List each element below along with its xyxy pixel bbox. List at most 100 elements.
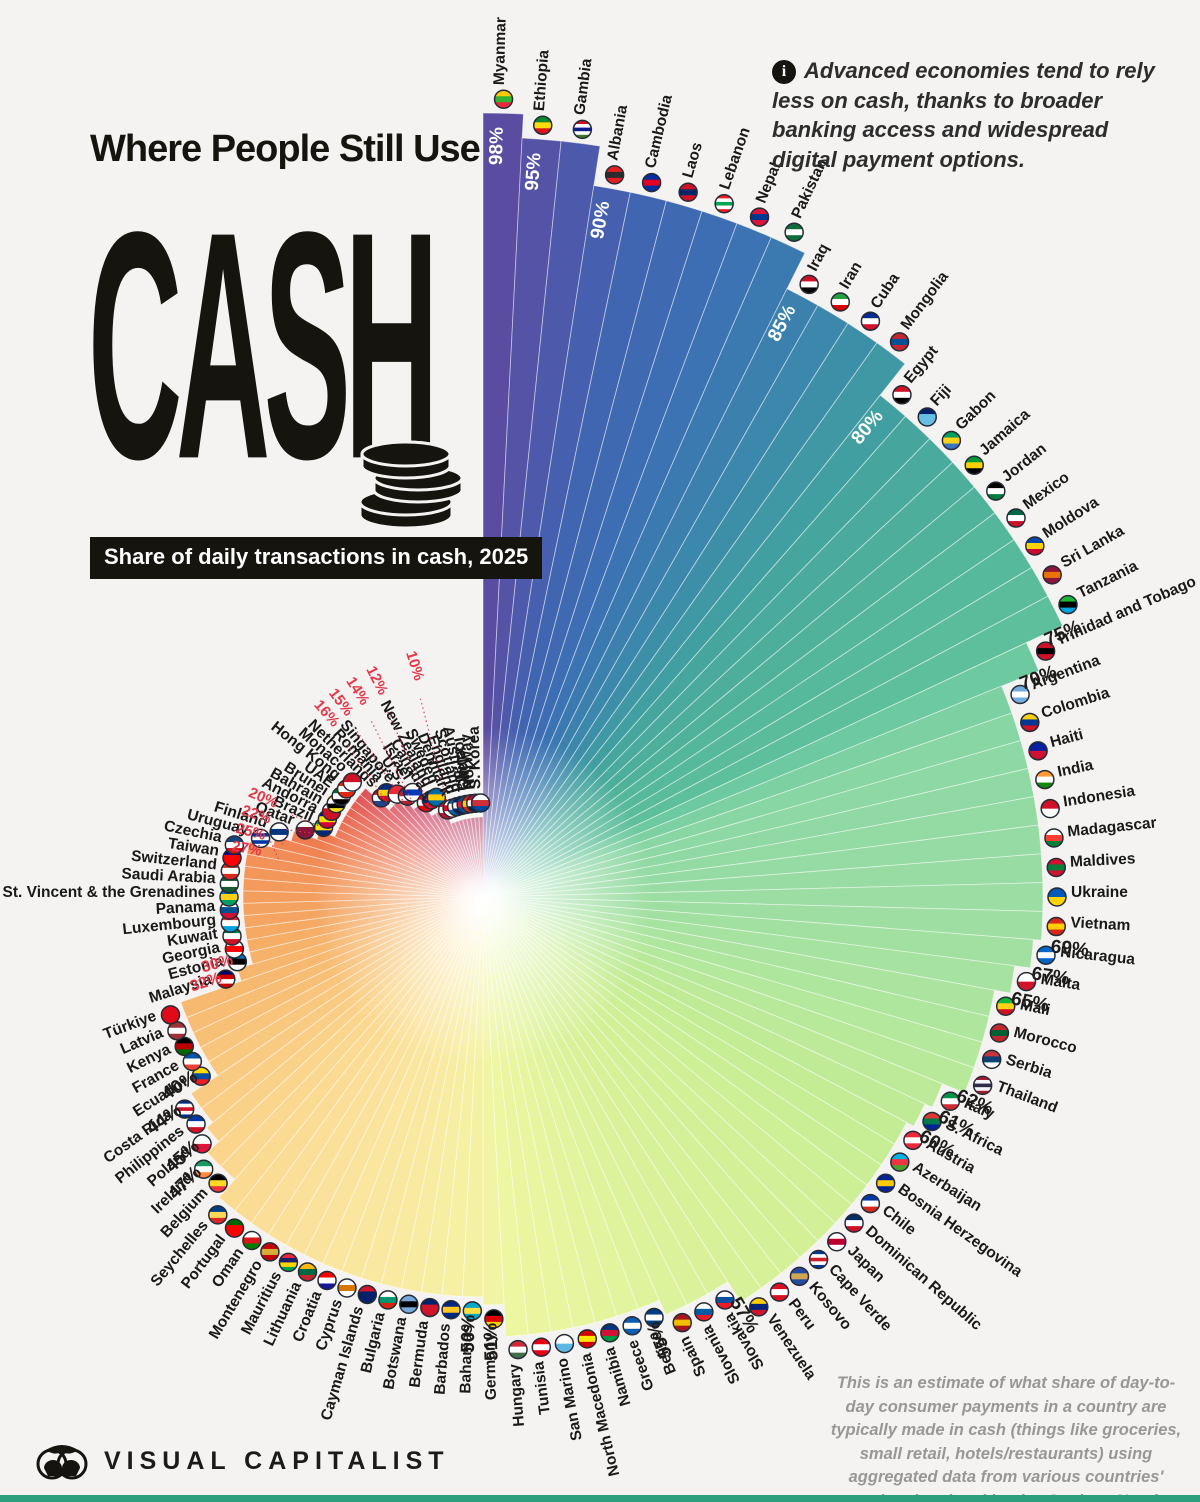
flag-ring <box>784 222 804 242</box>
value-label-dark: 69% <box>1050 936 1090 961</box>
country-label: St. Vincent & the Grenadines <box>3 884 215 901</box>
flag-icon <box>494 90 513 109</box>
flag-icon <box>260 1242 279 1261</box>
flag-icon <box>194 1160 213 1179</box>
country-label: Barbados <box>431 1323 453 1396</box>
flag-icon <box>161 1005 180 1024</box>
country-label: Colombia <box>1039 684 1112 722</box>
flag-icon <box>831 293 850 312</box>
flag-ring <box>508 1339 528 1360</box>
flag-ring <box>484 1309 504 1329</box>
flag-ring <box>399 1294 419 1315</box>
country-label: Maldives <box>1070 850 1136 870</box>
flag-icon <box>1036 642 1055 661</box>
flag-icon <box>903 1131 922 1150</box>
flag-ring <box>297 1262 318 1282</box>
flags-and-names: Myanmar Ethiopia Gambia Albania Cambodia Laos… <box>3 17 1199 1478</box>
flag-ring <box>641 172 662 193</box>
flag-icon <box>578 1329 597 1348</box>
visual-capitalist-logo-icon <box>36 1445 88 1480</box>
country-label: Saudi Arabia <box>121 865 216 887</box>
flag-icon <box>809 1250 828 1269</box>
flag-icon <box>298 1262 317 1281</box>
flag-icon <box>861 312 880 331</box>
flag-icon <box>532 1338 551 1357</box>
flag-ring <box>860 311 881 331</box>
country-label: Morocco <box>1012 1024 1079 1057</box>
flag-icon <box>1025 537 1044 556</box>
flag-ring <box>337 1278 357 1298</box>
flag-ring <box>694 1302 714 1322</box>
leader-line <box>356 730 405 803</box>
country-label: Tanzania <box>1075 557 1141 602</box>
flag-ring <box>922 1111 942 1132</box>
flag-ring <box>554 1333 575 1354</box>
country-label: S. Korea <box>466 726 485 790</box>
country-wedge <box>482 342 906 898</box>
flag-ring <box>462 1301 483 1321</box>
country-label: Haiti <box>1048 726 1085 751</box>
flag-icon <box>770 1283 789 1302</box>
leader-line <box>281 834 290 845</box>
flag-ring <box>242 1230 262 1251</box>
value-label-dark: 67% <box>1030 963 1071 989</box>
flag-ring <box>577 1329 598 1349</box>
flag-icon <box>343 773 362 792</box>
flag-icon <box>1048 888 1066 906</box>
flag-ring <box>278 1252 299 1273</box>
flag-ring <box>1046 857 1066 878</box>
flag-icon <box>193 1134 212 1153</box>
flag-icon <box>242 1231 261 1250</box>
flag-ring <box>250 828 271 849</box>
value-label-dark: 55% <box>643 1318 677 1361</box>
flag-ring <box>989 1023 1010 1043</box>
flag-ring <box>182 1051 203 1072</box>
country-label: Jordan <box>999 440 1050 485</box>
country-label: Myanmar <box>491 17 510 85</box>
flag-ring <box>1036 945 1056 965</box>
flag-icon <box>296 820 315 839</box>
flag-ring <box>208 1205 228 1225</box>
country-label: Moldova <box>1040 494 1102 542</box>
flag-icon <box>377 783 396 802</box>
flag-icon <box>800 275 819 294</box>
coins-icon <box>358 440 464 530</box>
flag-icon <box>918 408 937 427</box>
country-label: Mongolia <box>898 268 953 333</box>
flag-ring <box>192 1134 212 1154</box>
footer-accent-bar <box>0 1495 1200 1502</box>
flag-icon <box>986 482 1005 501</box>
flag-icon <box>427 788 446 807</box>
flag-icon <box>1044 828 1063 847</box>
country-label: Cambodia <box>642 93 676 170</box>
leader-line <box>291 814 333 832</box>
flag-icon <box>1058 595 1077 614</box>
flag-icon <box>982 1050 1001 1069</box>
flag-icon <box>208 1205 227 1224</box>
flag-ring <box>644 1307 664 1328</box>
value-label-dark: 65% <box>1009 988 1051 1016</box>
flag-icon <box>1020 713 1039 732</box>
flag-icon <box>1047 917 1066 936</box>
flag-icon <box>790 1267 809 1286</box>
flag-icon <box>225 1219 244 1238</box>
value-label-white: 98% <box>486 127 508 166</box>
value-label-dark: 50% <box>458 1314 480 1353</box>
flag-icon <box>337 1279 356 1298</box>
flag-icon <box>225 836 244 855</box>
flag-icon <box>605 165 624 184</box>
leader-line <box>286 829 315 835</box>
flag-ring <box>174 1036 194 1057</box>
flag-ring <box>981 1049 1002 1070</box>
country-label: India <box>1056 757 1095 781</box>
flag-icon <box>973 1076 992 1095</box>
country-label: Madagascar <box>1067 814 1158 840</box>
leader-line <box>344 740 389 806</box>
country-label: Mexico <box>1020 469 1073 513</box>
leader-line <box>387 711 433 812</box>
flag-icon <box>827 1232 846 1251</box>
flag-icon <box>463 1301 482 1320</box>
flag-icon <box>645 1308 664 1327</box>
flag-icon <box>623 1316 642 1335</box>
